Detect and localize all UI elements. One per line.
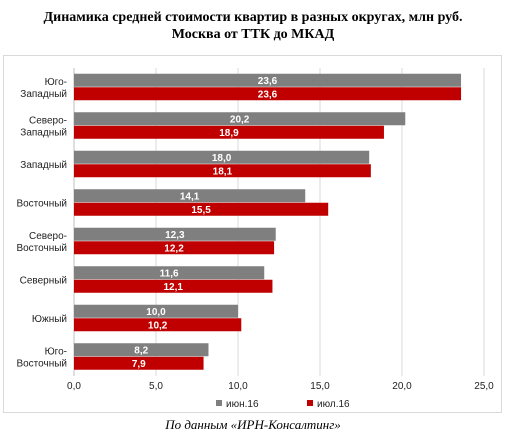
category-label-2-0: Западный bbox=[20, 160, 67, 171]
x-tick-label-2: 10,0 bbox=[228, 381, 248, 392]
bar-1-1 bbox=[74, 125, 384, 139]
bar-0-2 bbox=[74, 150, 370, 164]
legend-swatch-1 bbox=[307, 400, 313, 406]
bar-0-1 bbox=[74, 112, 406, 126]
bar-0-5 bbox=[74, 266, 265, 280]
category-label-7-1: Восточный bbox=[16, 358, 67, 369]
category-label-0-0: Юго- bbox=[45, 77, 67, 88]
category-label-0-1: Западный bbox=[20, 89, 67, 100]
bar-0-0 bbox=[74, 73, 462, 87]
data-label-1-1: 18,9 bbox=[219, 128, 239, 139]
data-label-0-1: 20,2 bbox=[230, 115, 250, 126]
data-label-1-6: 10,2 bbox=[148, 321, 168, 332]
category-label-4-0: Северо- bbox=[29, 231, 67, 242]
legend-label-1: июл.16 bbox=[317, 399, 350, 410]
category-label-3-0: Восточный bbox=[16, 198, 67, 209]
x-tick-label-5: 25,0 bbox=[474, 381, 494, 392]
data-label-0-7: 8,2 bbox=[134, 346, 148, 357]
data-label-0-3: 14,1 bbox=[180, 192, 200, 203]
data-label-0-4: 12,3 bbox=[165, 230, 185, 241]
category-label-5-0: Северный bbox=[20, 275, 67, 286]
chart-title-line-2: Москва от ТТК до МКАД bbox=[171, 27, 335, 42]
x-tick-label-0: 0,0 bbox=[67, 381, 81, 392]
x-tick-label-4: 20,0 bbox=[392, 381, 412, 392]
source-note: По данным «ИРН-Консалтинг» bbox=[165, 417, 341, 432]
data-label-1-2: 18,1 bbox=[213, 167, 233, 178]
chart-title-line-1: Динамика средней стоимости квартир в раз… bbox=[43, 10, 463, 25]
category-label-7-0: Юго- bbox=[45, 346, 67, 357]
bar-0-3 bbox=[74, 189, 306, 203]
category-label-1-1: Западный bbox=[20, 127, 67, 138]
category-label-1-0: Северо- bbox=[29, 115, 67, 126]
bar-0-6 bbox=[74, 304, 238, 318]
chart-title: Динамика средней стоимости квартир в раз… bbox=[0, 9, 506, 43]
legend-swatch-0 bbox=[216, 400, 222, 406]
legend-label-0: июн.16 bbox=[226, 399, 259, 410]
bar-1-3 bbox=[74, 202, 329, 216]
data-label-1-3: 15,5 bbox=[191, 205, 211, 216]
bar-1-2 bbox=[74, 164, 371, 178]
category-label-6-0: Южный bbox=[32, 314, 67, 325]
data-label-0-2: 18,0 bbox=[212, 153, 232, 164]
category-label-4-1: Восточный bbox=[16, 243, 67, 254]
bar-1-6 bbox=[74, 318, 242, 332]
bar-0-4 bbox=[74, 227, 276, 241]
bar-0-7 bbox=[74, 343, 209, 357]
bar-1-4 bbox=[74, 241, 275, 255]
data-label-1-4: 12,2 bbox=[164, 244, 184, 255]
data-label-0-6: 10,0 bbox=[146, 307, 166, 318]
bar-1-5 bbox=[74, 279, 273, 293]
x-tick-label-3: 15,0 bbox=[310, 381, 330, 392]
chart-frame bbox=[3, 55, 502, 413]
data-label-0-0: 23,6 bbox=[258, 76, 278, 87]
data-label-1-0: 23,6 bbox=[258, 90, 278, 101]
data-label-1-7: 7,9 bbox=[132, 359, 146, 370]
bar-1-0 bbox=[74, 87, 462, 101]
data-label-1-5: 12,1 bbox=[163, 282, 183, 293]
x-tick-label-1: 5,0 bbox=[149, 381, 163, 392]
bar-1-7 bbox=[74, 356, 204, 370]
data-label-0-5: 11,6 bbox=[160, 269, 179, 280]
